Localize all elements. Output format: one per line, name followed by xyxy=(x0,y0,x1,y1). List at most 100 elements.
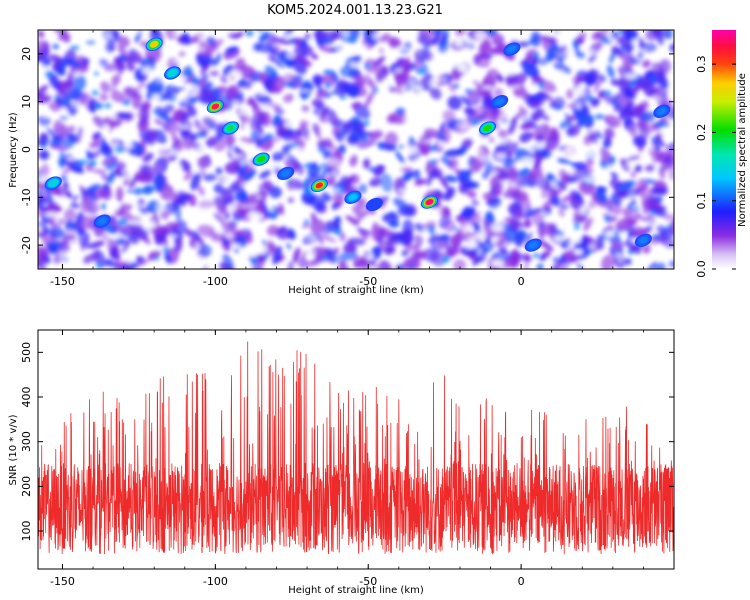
spectrogram-noise-gap xyxy=(155,78,168,84)
spectrogram-noise-cell xyxy=(214,139,228,152)
spectrogram-noise-gap xyxy=(228,203,237,212)
spectrogram-noise-gap xyxy=(318,63,333,68)
spectrogram-noise-cell xyxy=(561,194,575,203)
spectrogram-noise-gap xyxy=(62,112,69,117)
spectrogram-noise-cell xyxy=(189,96,199,103)
spectrogram-noise-gap xyxy=(618,230,626,238)
spectrogram-noise-gap xyxy=(121,168,127,175)
spectrogram-noise-gap xyxy=(67,187,75,191)
spectrogram-noise-gap xyxy=(407,79,416,89)
spectrogram-noise-cell xyxy=(498,129,508,140)
spectrogram-noise-cell xyxy=(664,213,674,221)
spectrogram-noise-gap xyxy=(574,235,582,243)
spectrogram-noise-gap xyxy=(422,139,437,144)
spectrogram-noise-cell xyxy=(323,68,333,75)
spectrogram-noise-cell xyxy=(64,131,79,143)
spectrogram-noise-cell xyxy=(362,157,371,169)
spectrogram-noise-gap xyxy=(70,101,82,108)
spectrogram-noise-cell xyxy=(255,253,265,263)
spectrogram-noise-cell xyxy=(208,122,213,130)
spectrogram-noise-gap xyxy=(339,221,350,226)
spectrogram-noise-cell xyxy=(624,258,632,266)
spectrogram-noise-gap xyxy=(625,163,636,167)
spectrogram-noise-cell xyxy=(516,211,522,219)
spectrogram-noise-gap xyxy=(584,176,595,184)
spectrogram-noise-cell xyxy=(471,118,479,125)
spectrogram-noise-cell xyxy=(198,199,216,209)
spectrogram-hotspot xyxy=(653,104,671,118)
spectrogram-noise-cell xyxy=(521,169,531,174)
spectrogram-noise-cell xyxy=(380,33,391,43)
spectrogram-noise-cell xyxy=(65,79,74,89)
spectrogram-noise-cell xyxy=(136,225,149,241)
spectrogram-noise-cell xyxy=(604,215,612,223)
spectrogram-noise-cell xyxy=(452,83,460,89)
y-tick-label: -10 xyxy=(20,188,33,206)
spectrogram-noise-cell xyxy=(284,81,295,88)
spectrogram-noise-gap xyxy=(437,141,445,148)
spectrogram-noise-gap xyxy=(187,209,195,216)
spectrogram-noise-gap xyxy=(467,133,475,140)
spectrogram-noise-cell xyxy=(319,105,330,119)
spectrogram-noise-gap xyxy=(413,85,423,91)
spectrogram-noise-cell xyxy=(588,199,598,209)
spectrogram-noise-cell xyxy=(532,107,542,122)
spectrogram-noise-cell xyxy=(520,122,534,130)
spectrogram-noise-cell xyxy=(345,215,360,226)
spectrogram-noise-cell xyxy=(60,98,70,106)
spectrogram-noise-gap xyxy=(73,71,80,77)
spectrogram-noise-cell xyxy=(636,178,648,198)
spectrogram-noise-cell xyxy=(471,198,479,207)
spectrogram-noise-gap xyxy=(417,131,424,138)
spectrogram-noise-cell xyxy=(227,32,241,40)
spectrogram-noise-cell xyxy=(101,144,114,156)
colorbar: 0.0 0.1 0.2 0.3 Normalized spectral amplitu… xyxy=(695,30,748,278)
spectrogram-noise-gap xyxy=(294,94,300,104)
spectrogram-noise-gap xyxy=(173,59,186,64)
spectrogram-noise-cell xyxy=(306,259,317,268)
spectrogram-noise-cell xyxy=(669,260,674,268)
spectrogram-hotspot xyxy=(634,233,652,247)
spectrogram-noise-gap xyxy=(394,68,403,73)
spectrogram-noise-cell xyxy=(58,158,66,167)
spectrogram-noise-cell xyxy=(504,217,522,228)
spectrogram-noise-gap xyxy=(142,221,156,229)
spectrogram-noise-gap xyxy=(287,207,297,211)
spectrogram-noise-cell xyxy=(388,36,402,49)
spectrogram-noise-gap xyxy=(474,147,484,157)
spectrogram-noise-gap xyxy=(198,34,203,39)
spectrogram-noise-cell xyxy=(126,190,135,194)
spectrogram-noise-cell xyxy=(356,227,372,235)
spectrogram-noise-cell xyxy=(470,105,485,123)
spectrogram-noise-cell xyxy=(59,238,71,253)
spectrogram-noise-gap xyxy=(366,253,374,261)
spectrogram-noise-cell xyxy=(586,115,595,123)
spectrogram-noise-gap xyxy=(240,158,246,167)
spectrogram-noise-gap xyxy=(180,95,188,101)
spectrogram-noise-cell xyxy=(139,164,151,175)
spectrogram-noise-cell xyxy=(192,76,198,84)
spectrogram-noise-cell xyxy=(281,55,288,63)
spectrogram-noise-gap xyxy=(293,146,302,152)
spectrogram-noise-cell xyxy=(286,243,292,250)
spectrogram-noise-gap xyxy=(60,119,67,123)
spectrogram-noise-gap xyxy=(520,157,535,166)
spectrogram-noise-gap xyxy=(361,216,369,225)
spectrogram-noise-gap xyxy=(556,53,570,57)
spectrogram-noise-gap xyxy=(90,63,105,69)
spectrogram-noise-cell xyxy=(376,65,389,84)
spectrogram-noise-gap xyxy=(628,197,638,201)
spectrogram-noise-gap xyxy=(234,154,243,158)
spectrogram-noise-cell xyxy=(100,81,111,93)
spectrogram-noise-gap xyxy=(499,111,510,120)
spectrogram-noise-cell xyxy=(576,32,587,42)
spectrogram-noise-cell xyxy=(120,211,137,223)
spectrogram-noise-cell xyxy=(92,116,107,129)
spectrogram-x-axis-label: Height of straight line (km) xyxy=(288,285,424,296)
spectrogram-noise-cell xyxy=(81,215,96,230)
spectrogram-noise-cell xyxy=(556,181,567,196)
spectrogram-noise-cell xyxy=(601,254,615,269)
spectrogram-noise-gap xyxy=(439,77,448,82)
spectrogram-noise-cell xyxy=(467,160,473,166)
spectrogram-noise-cell xyxy=(363,119,370,127)
